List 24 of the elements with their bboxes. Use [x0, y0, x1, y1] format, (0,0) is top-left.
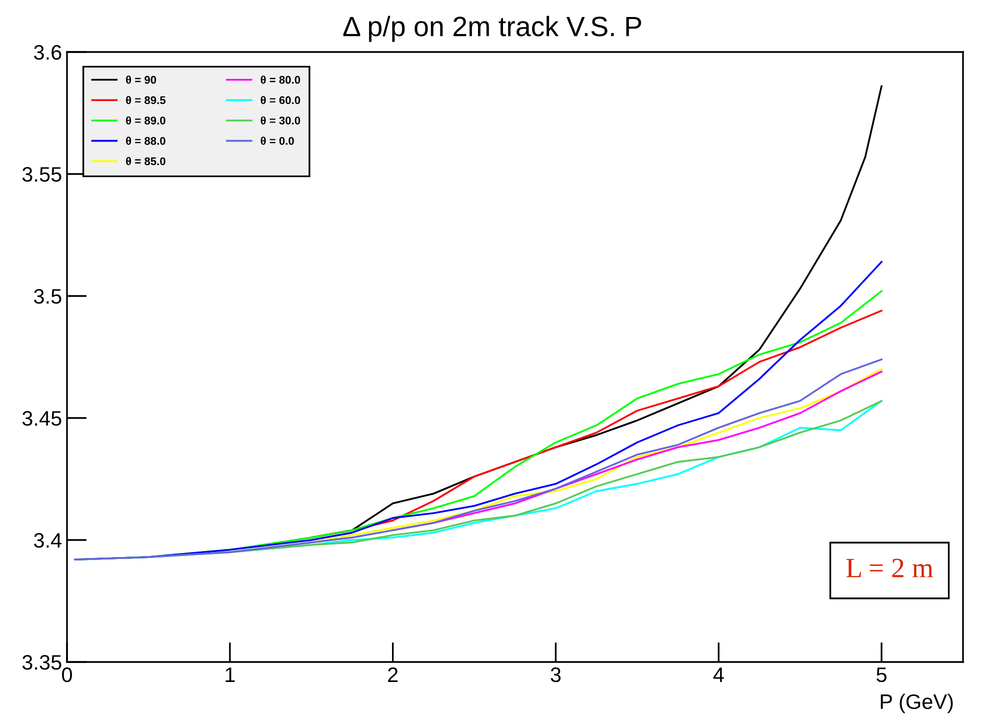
chart-title: Δ p/p on 2m track V.S. P	[343, 16, 642, 42]
legend-label: θ = 30.0	[260, 116, 300, 124]
y-tick-label: 3.5	[34, 289, 62, 304]
legend-label: θ = 89.0	[126, 116, 166, 124]
legend-label: θ = 60.0	[260, 96, 300, 104]
annotation: L = 2 m	[846, 558, 934, 578]
x-axis-title: P (GeV)	[880, 694, 953, 714]
legend-label: θ = 0.0	[260, 136, 294, 145]
legend-label: θ = 85.0	[126, 157, 166, 166]
legend-label: θ = 88.0	[126, 136, 166, 145]
x-tick-label: 5	[876, 668, 886, 682]
y-tick-label: 3.35	[22, 655, 62, 670]
legend-label: θ = 89.5	[126, 96, 166, 104]
x-tick-label: 0	[62, 667, 72, 682]
x-tick-label: 4	[713, 668, 724, 682]
x-tick-label: 1	[226, 668, 235, 682]
y-tick-label: 3.45	[22, 411, 62, 426]
y-tick-label: 3.55	[22, 167, 62, 182]
legend-label: θ = 80.0	[260, 76, 300, 84]
y-tick-label: 3.4	[34, 533, 62, 548]
legend-label: θ = 90	[126, 76, 156, 84]
y-tick-label: 3.6	[34, 45, 62, 60]
x-tick-label: 3	[550, 667, 561, 682]
x-tick-label: 2	[388, 667, 398, 682]
